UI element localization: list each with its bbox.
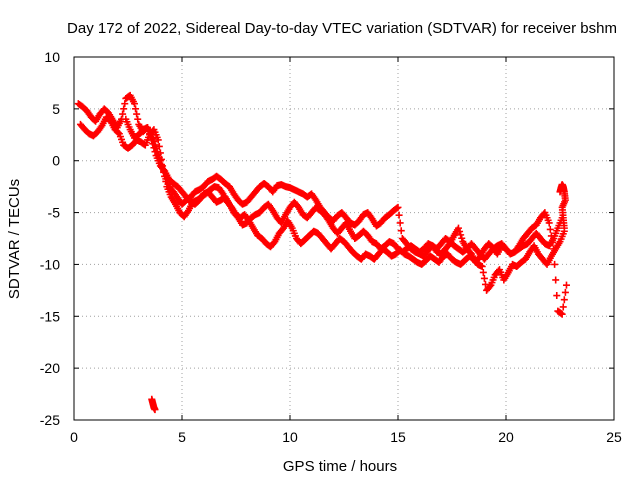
- data-point: [479, 268, 487, 276]
- y-tick-label: -25: [40, 412, 60, 428]
- data-point: [148, 136, 156, 144]
- data-points: [74, 91, 570, 414]
- y-tick-label: -15: [40, 308, 60, 324]
- data-point: [480, 274, 488, 282]
- data-point: [151, 148, 159, 156]
- x-axis-label: GPS time / hours: [283, 458, 397, 475]
- data-point: [121, 100, 129, 108]
- y-tick-label: -10: [40, 256, 60, 272]
- data-point: [151, 406, 159, 414]
- x-tick-label: 20: [498, 429, 514, 445]
- data-point: [545, 219, 553, 227]
- plot-frame: [73, 56, 615, 421]
- data-point: [154, 136, 162, 144]
- data-point: [157, 155, 165, 163]
- data-point: [130, 100, 138, 108]
- axis-ticks: 0 5 10 15 20 25 10 5 0 -5 -10 -15 -20 -25: [40, 49, 622, 445]
- x-tick-label: 15: [390, 429, 406, 445]
- data-point: [454, 224, 462, 232]
- data-point: [478, 263, 486, 271]
- data-point: [149, 140, 157, 148]
- data-point: [553, 292, 561, 300]
- data-point: [561, 288, 569, 296]
- data-point: [114, 129, 122, 137]
- data-point: [132, 105, 140, 113]
- data-point: [150, 144, 158, 152]
- data-point: [562, 281, 570, 289]
- data-point: [551, 260, 559, 268]
- data-point: [552, 276, 560, 284]
- y-tick-label: -5: [48, 205, 61, 221]
- data-point: [119, 110, 127, 118]
- data-point: [134, 115, 142, 123]
- y-tick-label: 0: [52, 153, 60, 169]
- data-point: [560, 224, 568, 232]
- series-track-a: [74, 91, 570, 318]
- data-point: [155, 142, 163, 150]
- x-tick-label: 25: [606, 429, 622, 445]
- data-point: [559, 303, 567, 311]
- x-tick-label: 0: [70, 429, 78, 445]
- data-point: [395, 211, 403, 219]
- data-point: [156, 149, 164, 157]
- x-tick-label: 5: [178, 429, 186, 445]
- data-point: [456, 227, 464, 235]
- data-point: [486, 282, 494, 290]
- chart-title: Day 172 of 2022, Sidereal Day-to-day VTE…: [67, 20, 617, 37]
- y-tick-label: 10: [44, 49, 60, 65]
- data-point: [120, 105, 128, 113]
- data-point: [394, 203, 402, 211]
- data-point: [560, 296, 568, 304]
- data-point: [457, 231, 465, 239]
- y-axis-label: SDTVAR / TECUs: [6, 179, 23, 299]
- series-spikes: [148, 181, 569, 414]
- y-tick-label: 5: [52, 101, 60, 117]
- data-point: [397, 227, 405, 235]
- data-point: [558, 310, 566, 318]
- data-point: [458, 234, 466, 242]
- data-point: [546, 225, 554, 233]
- x-tick-label: 10: [282, 429, 298, 445]
- y-tick-label: -20: [40, 360, 60, 376]
- grid-lines: [74, 57, 614, 420]
- data-point: [396, 219, 404, 227]
- series-track-c: [122, 115, 566, 263]
- data-point: [133, 110, 141, 118]
